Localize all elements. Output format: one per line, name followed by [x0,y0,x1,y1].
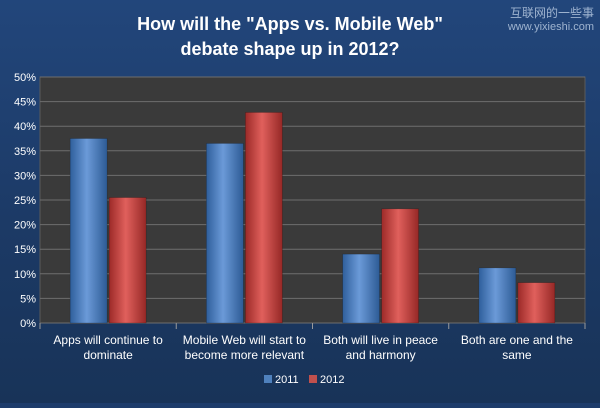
x-category-label: Mobile Web will start to [183,333,306,347]
bar-2012-3 [381,208,419,324]
y-tick-label: 15% [14,244,36,256]
watermark-line-2: www.yixieshi.com [507,21,594,33]
x-category-label: Both will live in peace [323,333,438,347]
bar-2012-1 [108,197,147,324]
bar-2011-1 [69,138,108,324]
y-tick-label: 45% [14,97,36,109]
bar-2012-4 [517,282,556,324]
bar-2011-3 [342,253,380,324]
chart-title-line-1: How will the "Apps vs. Mobile Web" [137,14,443,34]
y-tick-label: 5% [20,293,36,305]
y-tick-label: 30% [14,170,36,182]
chart-title-line-2: debate shape up in 2012? [180,39,399,59]
bar-2012-2 [245,112,283,324]
x-category-label: Both are one and the [461,333,573,347]
x-category-label: and harmony [346,348,416,362]
bars [69,112,556,324]
legend-label-2011: 2011 [275,374,299,386]
y-axis: 0% 5% 10% 15% 20% 25% 30% 35% 40% 45% 50% [14,72,36,330]
legend: 2011 2012 [264,374,344,386]
y-tick-label: 10% [14,269,36,281]
watermark-line-1: 互联网的一些事 [510,5,594,20]
y-tick-label: 20% [14,220,36,232]
y-tick-label: 50% [14,72,36,84]
y-tick-label: 25% [14,195,36,207]
y-tick-label: 40% [14,121,36,133]
y-tick-label: 35% [14,146,36,158]
x-category-label: same [502,348,532,362]
x-category-label: become more relevant [185,348,305,362]
bar-2011-4 [478,267,517,324]
y-tick-label: 0% [20,318,36,330]
x-category-label: Apps will continue to [53,333,163,347]
bar-2011-2 [206,143,244,324]
legend-swatch-2012 [309,375,317,383]
legend-swatch-2011 [264,375,272,383]
x-category-label: dominate [83,348,133,362]
legend-label-2012: 2012 [320,374,344,386]
